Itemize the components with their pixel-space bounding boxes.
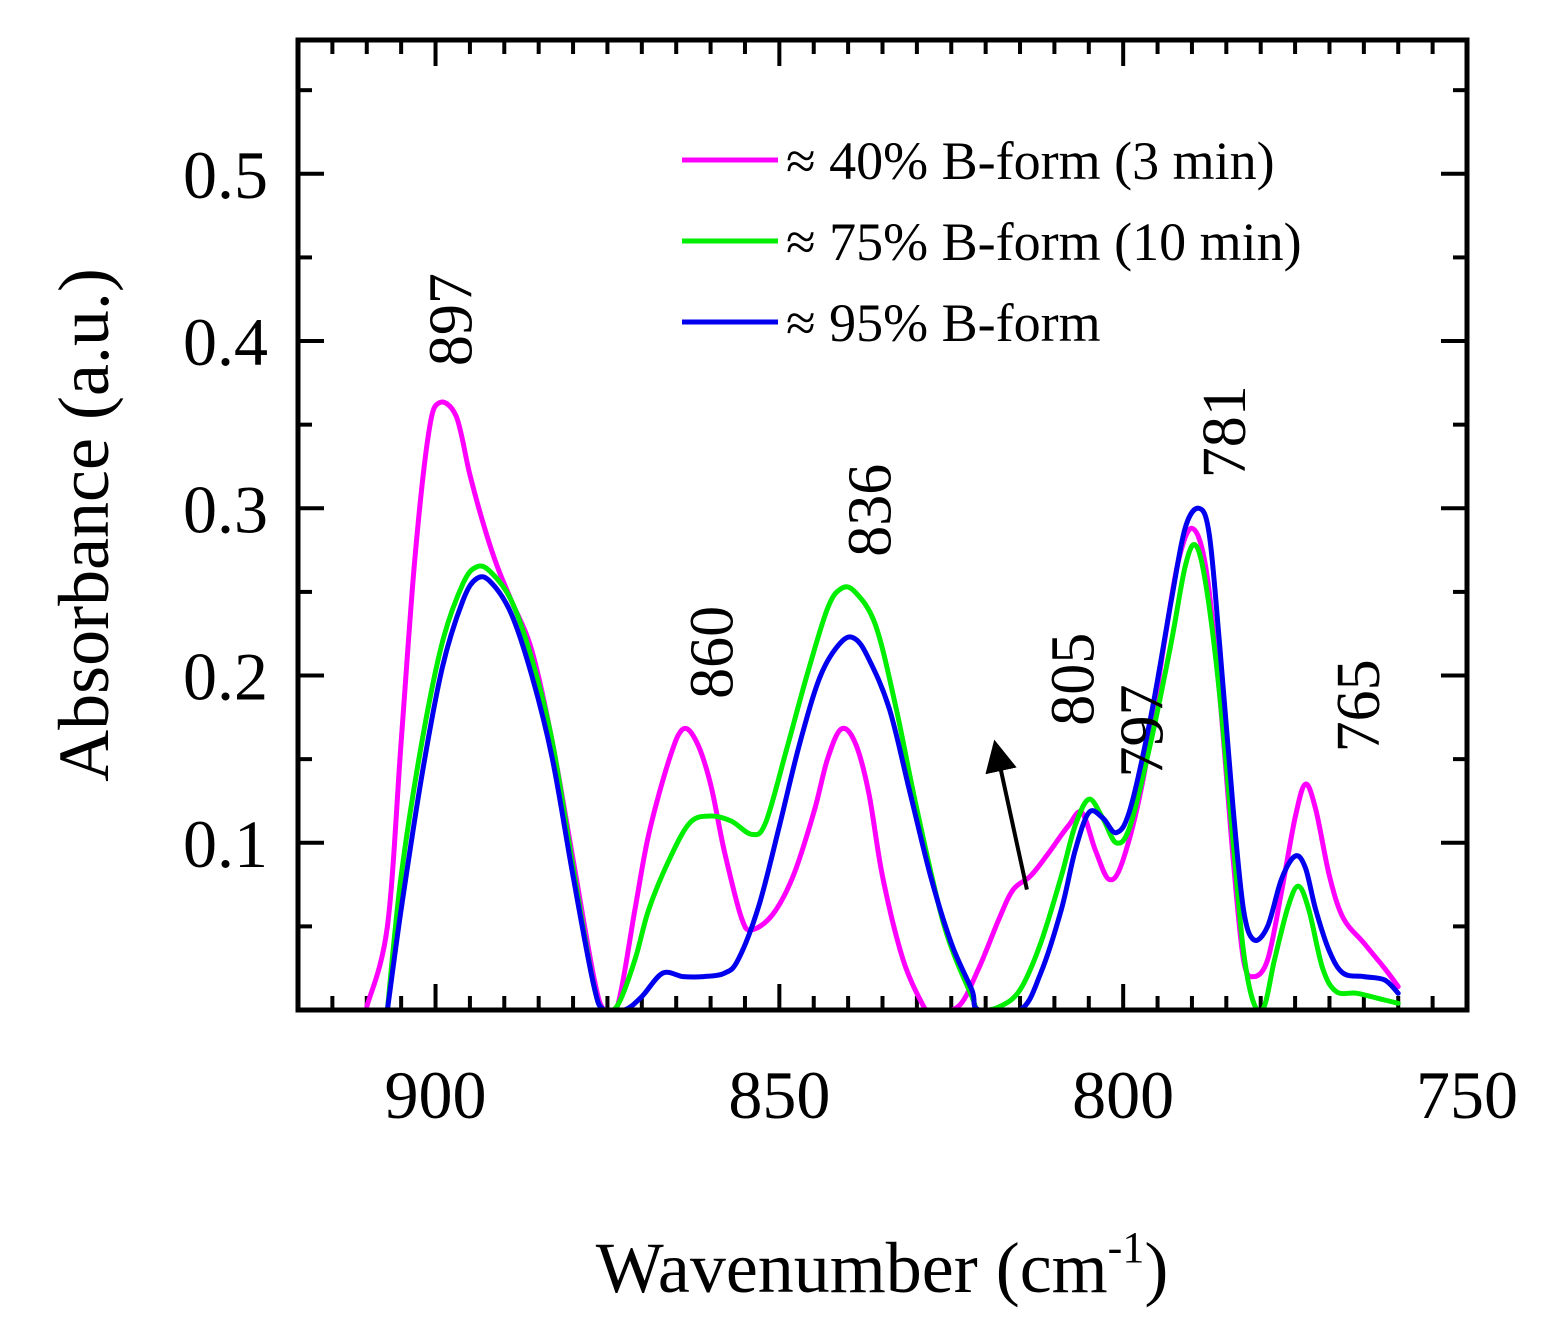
x-axis-label-superscript: -1 [1108,1223,1145,1272]
peak-label-781: 781 [1191,385,1259,478]
peak-label-897: 897 [417,273,485,366]
peak-label-836: 836 [837,464,905,557]
y-tick-label-0.3: 0.3 [183,471,268,547]
legend-label-3: ≈ 95% B-form [786,293,1101,353]
y-tick-label-0.2: 0.2 [183,639,268,715]
series-lines [364,399,1401,1010]
y-tick-labels: 0.1 0.2 0.3 0.4 0.5 [183,137,268,882]
y-tick-label-0.5: 0.5 [183,137,268,213]
x-tick-label-800: 800 [1072,1057,1174,1133]
series-75pct-line [384,542,1401,1010]
x-tick-label-850: 850 [728,1057,830,1133]
legend-label-1: ≈ 40% B-form (3 min) [786,131,1275,191]
legend: ≈ 40% B-form (3 min) ≈ 75% B-form (10 min… [682,131,1302,353]
peak-label-765: 765 [1325,659,1393,752]
x-tick-label-900: 900 [385,1057,487,1133]
peak-label-797: 797 [1108,685,1176,778]
peak-label-860: 860 [679,606,747,699]
y-axis-label: Absorbance (a.u.) [44,268,124,782]
x-tick-labels: 900 850 800 750 [385,1057,1518,1133]
x-tick-label-750: 750 [1416,1057,1518,1133]
y-tick-label-0.1: 0.1 [183,806,268,882]
series-95pct-line [384,505,1401,1010]
plot-frame [295,37,1470,1013]
peak-label-805: 805 [1040,633,1108,726]
legend-label-2: ≈ 75% B-form (10 min) [786,212,1302,272]
y-tick-label-0.4: 0.4 [183,304,268,380]
x-axis-label: Wavenumber (cm-1) [596,1223,1169,1308]
arrow-805 [985,739,1029,891]
